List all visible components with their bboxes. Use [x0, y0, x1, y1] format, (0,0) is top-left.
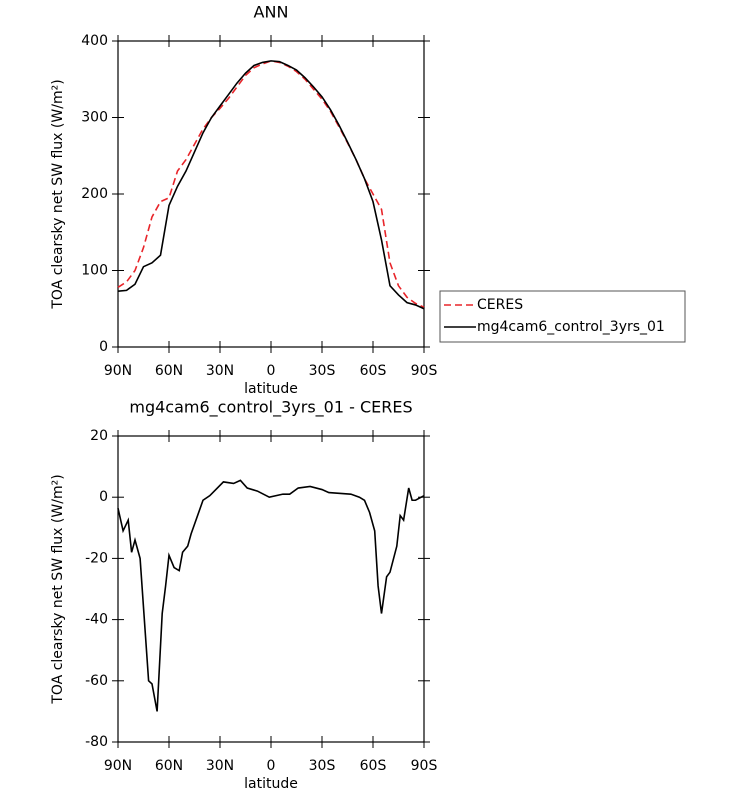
y-tick-label: 0 — [99, 339, 108, 355]
x-tick-label: 0 — [267, 758, 276, 774]
y-tick-label: 400 — [81, 33, 108, 49]
chart-title: ANN — [254, 3, 289, 22]
x-tick-label: 90N — [104, 758, 132, 774]
data-line — [117, 60, 425, 310]
x-axis-label: latitude — [244, 381, 298, 397]
legend-box — [439, 290, 686, 343]
y-tick-label: -40 — [85, 612, 108, 628]
data-line — [117, 479, 425, 712]
x-tick-label: 60S — [360, 363, 387, 379]
y-tick-label: 20 — [90, 428, 108, 444]
x-tick-label: 90N — [104, 363, 132, 379]
plot-frame — [117, 40, 425, 348]
y-tick-label: 100 — [81, 263, 108, 279]
x-tick-label: 0 — [267, 363, 276, 379]
x-tick-label: 30N — [206, 758, 234, 774]
x-tick-label: 30S — [309, 363, 336, 379]
legend-label: CERES — [477, 297, 523, 313]
y-axis-label: TOA clearsky net SW flux (W/m²) — [50, 79, 66, 309]
legend-label: mg4cam6_control_3yrs_01 — [477, 319, 665, 335]
data-line — [117, 60, 425, 308]
y-tick-label: -80 — [85, 734, 108, 750]
y-tick-label: -60 — [85, 673, 108, 689]
x-tick-label: 60S — [360, 758, 387, 774]
x-tick-label: 90S — [411, 758, 438, 774]
chart-title: mg4cam6_control_3yrs_01 - CERES — [129, 398, 412, 418]
y-axis-label: TOA clearsky net SW flux (W/m²) — [50, 474, 66, 704]
x-tick-label: 60N — [155, 758, 183, 774]
x-tick-label: 30N — [206, 363, 234, 379]
x-axis-label: latitude — [244, 776, 298, 792]
y-tick-label: 0 — [99, 489, 108, 505]
y-tick-label: 200 — [81, 186, 108, 202]
x-tick-label: 60N — [155, 363, 183, 379]
y-tick-label: 300 — [81, 110, 108, 126]
x-tick-label: 30S — [309, 758, 336, 774]
x-tick-label: 90S — [411, 363, 438, 379]
y-tick-label: -20 — [85, 550, 108, 566]
